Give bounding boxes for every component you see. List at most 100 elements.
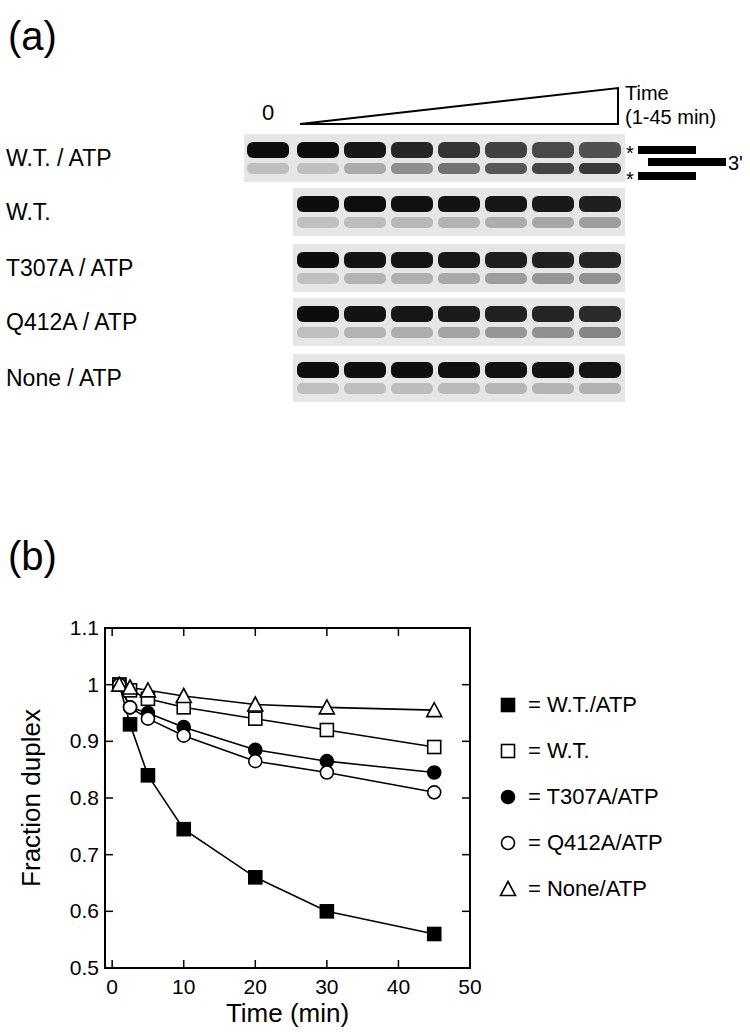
x-tick-label: 30 <box>315 975 338 998</box>
product-band <box>438 327 480 338</box>
legend-marker <box>501 882 516 896</box>
y-tick-label: 0.7 <box>70 843 99 866</box>
x-tick-label: 40 <box>387 975 410 998</box>
x-tick <box>183 960 185 968</box>
data-point <box>249 755 262 768</box>
product-band <box>532 273 574 284</box>
y-tick <box>105 684 113 686</box>
product-band <box>344 163 386 174</box>
duplex-band <box>532 142 574 158</box>
y-tick <box>462 741 470 743</box>
legend-label: = W.T./ATP <box>528 692 637 717</box>
product-band <box>438 273 480 284</box>
data-point <box>428 928 441 941</box>
duplex-band <box>579 252 621 268</box>
data-point <box>428 786 441 799</box>
series-line <box>119 685 434 934</box>
duplex-band <box>344 362 386 378</box>
y-tick-label: 0.6 <box>70 899 99 922</box>
product-band <box>297 163 339 174</box>
series-line <box>119 685 434 793</box>
duplex-band <box>297 252 339 268</box>
product-band <box>579 383 621 394</box>
time-wedge <box>300 88 618 124</box>
x-tick <box>398 628 400 636</box>
legend-marker <box>502 699 515 712</box>
data-point <box>248 697 263 711</box>
product-band <box>485 327 527 338</box>
product-band <box>532 383 574 394</box>
y-axis-label: Fraction duplex <box>16 709 46 887</box>
y-tick <box>462 854 470 856</box>
plot-area <box>112 677 442 940</box>
x-tick <box>469 628 471 636</box>
duplex-band <box>532 196 574 212</box>
gel-background <box>293 244 625 292</box>
product-band <box>344 273 386 284</box>
duplex-band <box>391 306 433 322</box>
data-point <box>177 823 190 836</box>
product-band <box>438 217 480 228</box>
data-point <box>123 680 138 694</box>
y-tick <box>105 911 113 913</box>
plot-frame <box>105 628 470 968</box>
product-band <box>391 327 433 338</box>
legend-marker <box>502 791 515 804</box>
data-point <box>124 718 137 731</box>
data-point <box>428 766 441 779</box>
duplex-band <box>532 252 574 268</box>
product-band <box>297 327 339 338</box>
product-band <box>485 273 527 284</box>
duplex-band <box>485 252 527 268</box>
x-tick <box>111 960 113 968</box>
data-point <box>320 766 333 779</box>
duplex-band <box>579 196 621 212</box>
y-tick <box>462 797 470 799</box>
duplex-band <box>391 142 433 158</box>
product-band <box>579 217 621 228</box>
x-tick <box>111 628 113 636</box>
time-label: Time <box>625 82 669 104</box>
data-point <box>140 683 155 697</box>
duplex-band <box>391 362 433 378</box>
product-band <box>297 217 339 228</box>
product-band <box>438 163 480 174</box>
y-tick <box>462 967 470 969</box>
duplex-band <box>297 306 339 322</box>
data-point <box>124 701 137 714</box>
product-band <box>485 217 527 228</box>
legend-marker <box>502 745 515 758</box>
y-tick-label: 0.8 <box>70 786 99 809</box>
product-band <box>391 217 433 228</box>
duplex-band <box>579 142 621 158</box>
strand <box>638 146 696 154</box>
time-label: (1-45 min) <box>625 106 716 128</box>
y-tick <box>462 627 470 629</box>
duplex-band <box>532 362 574 378</box>
duplex-band <box>532 306 574 322</box>
product-band <box>297 273 339 284</box>
product-band <box>532 217 574 228</box>
product-band <box>532 163 574 174</box>
row-label: None / ATP <box>6 365 122 391</box>
data-point <box>320 724 333 737</box>
duplex-band <box>297 196 339 212</box>
legend-label: = None/ATP <box>528 876 647 901</box>
gel-background <box>244 134 625 182</box>
duplex-band <box>579 362 621 378</box>
duplex-band <box>391 196 433 212</box>
duplex-band <box>579 306 621 322</box>
row-label: Q412A / ATP <box>6 309 137 335</box>
x-tick <box>255 628 257 636</box>
duplex-band <box>485 142 527 158</box>
x-axis-label: Time (min) <box>226 998 349 1028</box>
duplex-band <box>438 196 480 212</box>
data-point <box>113 678 126 691</box>
y-tick <box>105 741 113 743</box>
gel-background <box>293 188 625 236</box>
duplex-band <box>485 306 527 322</box>
legend-label: = T307A/ATP <box>528 784 659 809</box>
product-band <box>438 383 480 394</box>
x-tick <box>469 960 471 968</box>
zero-label: 0 <box>262 100 274 125</box>
